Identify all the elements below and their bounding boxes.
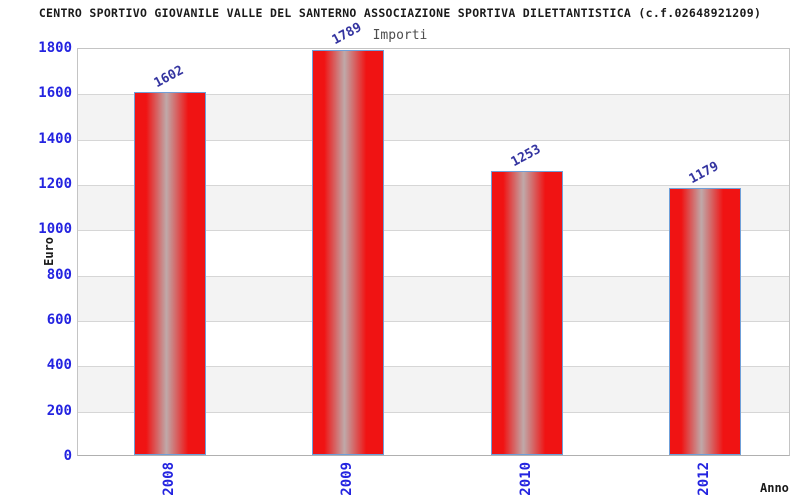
chart-subtitle: Importi: [372, 28, 428, 43]
x-axis-tick-label: 2008: [161, 462, 178, 496]
y-axis-tick-label: 1400: [38, 130, 72, 147]
y-axis-tick-label: 600: [46, 312, 72, 328]
y-axis-tick-label: 0: [63, 448, 72, 464]
x-axis-tick-label: 2009: [339, 462, 356, 496]
y-axis-tick-label: 1800: [38, 40, 72, 56]
y-axis-tick-label: 1200: [38, 176, 72, 192]
y-axis-tick-label: 200: [46, 402, 72, 419]
gridline: [78, 411, 789, 413]
gridline: [78, 321, 789, 322]
gridline: [78, 185, 789, 186]
y-axis-tick-label: 1000: [38, 221, 72, 238]
x-axis-tick-label: 2010: [517, 462, 534, 496]
y-axis-title: Euro: [42, 237, 56, 266]
bar-2010: [490, 171, 563, 455]
plot-area: [77, 48, 790, 456]
bar-2008: [134, 91, 207, 455]
x-axis-title: Anno: [760, 481, 789, 495]
y-axis-tick-label: 400: [46, 357, 72, 374]
gridline: [78, 230, 789, 232]
y-axis-tick-label: 800: [46, 266, 72, 283]
gridline: [78, 94, 789, 96]
bar-value-label: 1789: [330, 20, 365, 49]
bar-2009: [312, 49, 385, 455]
x-axis-tick-label: 2012: [695, 462, 712, 496]
gridline: [78, 275, 789, 277]
gridline: [78, 366, 789, 368]
y-axis-tick-label: 1600: [38, 85, 72, 102]
gridline: [78, 139, 789, 141]
chart-main-title: CENTRO SPORTIVO GIOVANILE VALLE DEL SANT…: [38, 6, 762, 20]
bar-2012: [668, 187, 741, 455]
